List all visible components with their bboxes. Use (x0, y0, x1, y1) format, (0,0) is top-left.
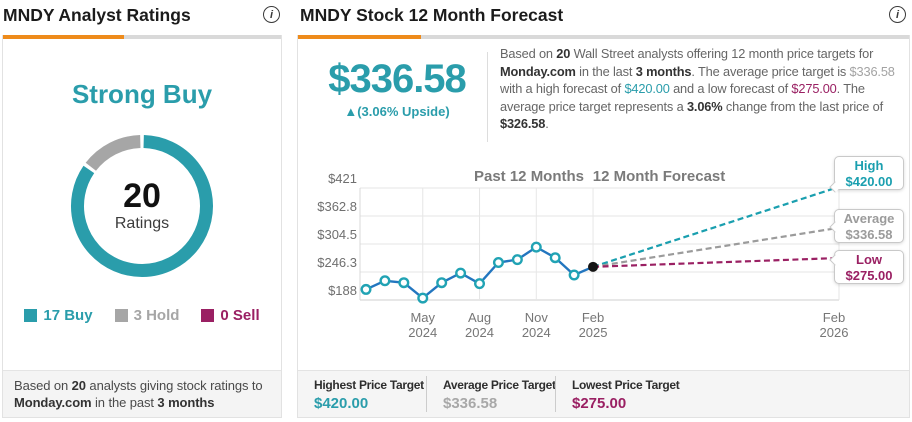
buy-swatch-icon (24, 309, 38, 322)
donut-center-label: 20 Ratings (70, 134, 214, 278)
stock-forecast-card: $336.58 ▲(3.06% Upside) Based on 20 Wall… (297, 35, 910, 418)
legend-hold-label: 3 Hold (133, 307, 180, 324)
average-label: Average (843, 211, 895, 226)
svg-text:$421: $421 (328, 171, 357, 186)
svg-text:Past 12 Months: Past 12 Months (474, 168, 584, 185)
highest-price-target-label: Highest Price Target (314, 378, 424, 392)
lowest-price-target-stat: Lowest Price Target $275.00 (556, 371, 909, 417)
forecast-chart-svg: $421 $362.8 $304.5 $246.3 $188 May 2024 Aug 2024… (317, 168, 849, 340)
forecast-description: Based on 20 Wall Street analysts offerin… (500, 46, 895, 132)
legend-item-buy[interactable]: 17 Buy (24, 307, 93, 324)
lowest-price-target-value: $275.00 (572, 395, 627, 412)
legend-sell-label: 0 Sell (220, 307, 260, 324)
price-target-stats-row: Highest Price Target $420.00 Average Pri… (298, 370, 909, 417)
right-panel-title: MNDY Stock 12 Month Forecast (300, 5, 564, 25)
average-price-target-block: $336.58 ▲(3.06% Upside) (310, 57, 484, 119)
svg-text:12 Month Forecast: 12 Month Forecast (593, 168, 726, 185)
accent-bar-fill (3, 35, 124, 39)
high-label: High (854, 158, 884, 173)
average-price-target-value: $336.58 (443, 395, 498, 412)
donut-chart-svg (71, 135, 213, 277)
ratings-donut-chart: 20 Ratings (70, 134, 214, 278)
card-accent-bar (298, 35, 909, 39)
high-forecast-callout: High $420.00 (828, 156, 904, 193)
high-value: $420.00 (845, 174, 893, 189)
left-panel-title: MNDY Analyst Ratings (3, 5, 191, 25)
analyst-ratings-card: Strong Buy 20 Ratings 17 Buy 3 Hold 0 Se… (2, 35, 282, 418)
forecast-chart: $421 $362.8 $304.5 $246.3 $188 May 2024 Aug 2024… (298, 150, 911, 366)
consensus-rating: Strong Buy (71, 79, 213, 109)
hold-swatch-icon (114, 309, 128, 322)
average-value: $336.58 (845, 227, 893, 242)
divider (487, 52, 488, 142)
info-icon[interactable]: i (889, 6, 906, 23)
ratings-legend: 17 Buy 3 Hold 0 Sell (3, 307, 281, 324)
svg-text:$304.5: $304.5 (317, 227, 357, 242)
average-price-target-stat: Average Price Target $336.58 (427, 371, 556, 417)
average-forecast-callout: Average $336.58 (828, 209, 904, 243)
ratings-count: 20 (123, 177, 161, 215)
upside-percent: ▲(3.06% Upside) (344, 104, 450, 119)
svg-text:$362.8: $362.8 (317, 199, 357, 214)
low-label: Low (856, 252, 882, 267)
legend-item-sell[interactable]: 0 Sell (201, 307, 260, 324)
highest-price-target-value: $420.00 (314, 395, 369, 412)
accent-bar-fill (298, 35, 421, 39)
low-value: $275.00 (845, 268, 893, 283)
card-accent-bar (3, 35, 281, 39)
ratings-footnote: Based on 20 analysts giving stock rating… (3, 370, 281, 417)
divider (426, 376, 427, 412)
lowest-price-target-label: Lowest Price Target (572, 378, 680, 392)
low-forecast-callout: Low $275.00 (828, 250, 904, 284)
legend-buy-label: 17 Buy (43, 307, 93, 324)
ratings-count-label: Ratings (114, 215, 170, 232)
svg-text:$188: $188 (328, 283, 357, 298)
divider (555, 376, 556, 412)
sell-swatch-icon (201, 309, 215, 322)
legend-item-hold[interactable]: 3 Hold (114, 307, 180, 324)
average-price-target: $336.58 (328, 57, 467, 101)
highest-price-target-stat: Highest Price Target $420.00 (298, 371, 426, 417)
average-price-target-label: Average Price Target (443, 378, 556, 392)
svg-text:$246.3: $246.3 (317, 255, 357, 270)
info-icon[interactable]: i (263, 6, 280, 23)
